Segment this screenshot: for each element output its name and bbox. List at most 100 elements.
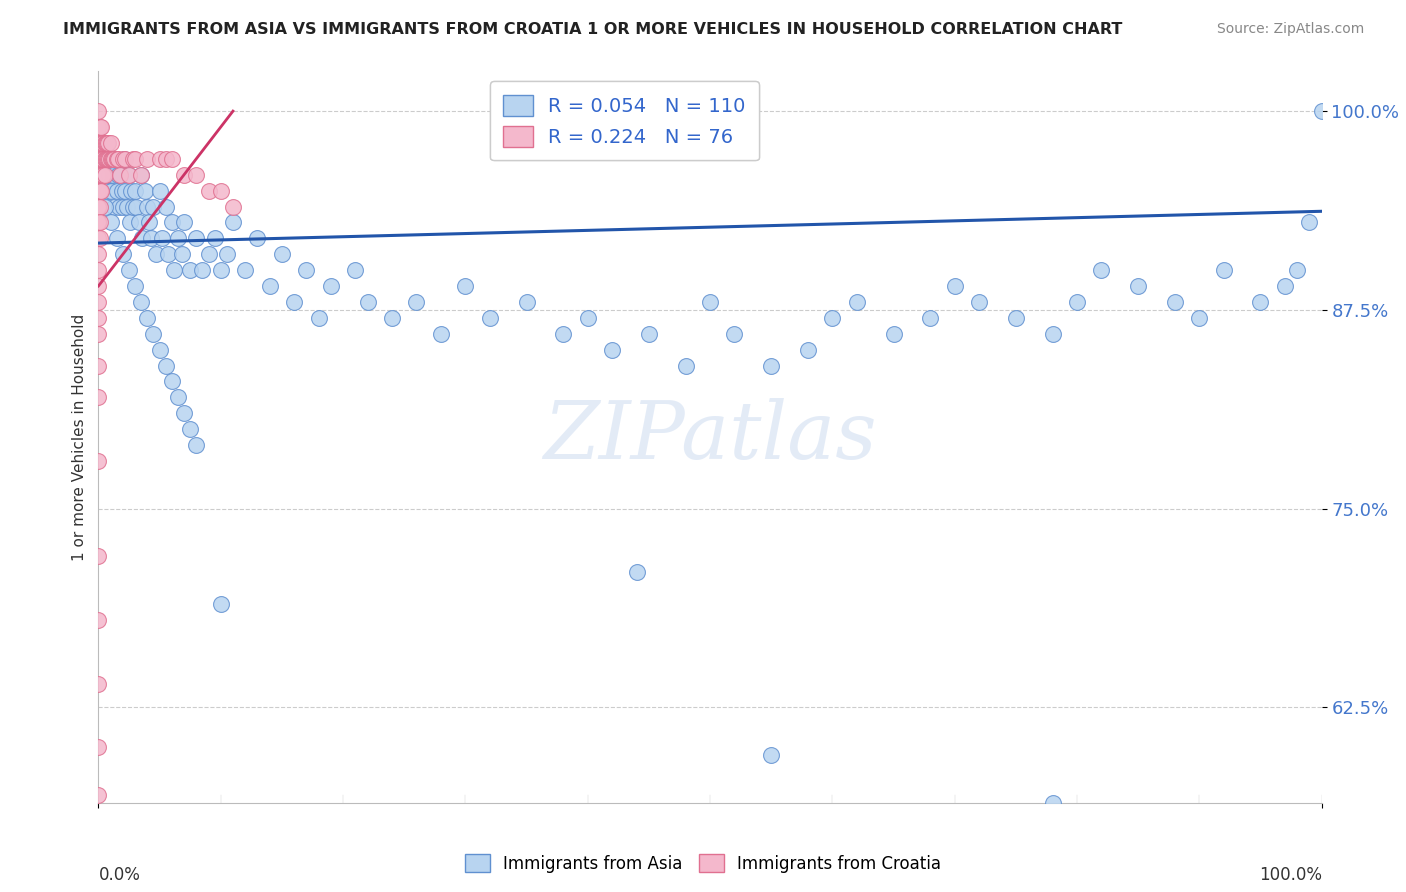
Point (91, 152, 114, 166)
Point (142, 326, 165, 341)
Point (139, 231, 162, 245)
Point (114, 152, 136, 166)
Point (97, 152, 120, 166)
Point (129, 294, 152, 309)
Point (136, 200, 159, 214)
Point (93, 136, 115, 150)
Point (93, 152, 115, 166)
Point (553, 326, 575, 341)
Point (600, 343, 623, 357)
Point (91, 152, 114, 166)
Point (101, 168, 124, 182)
Point (87, 184, 110, 198)
Point (118, 263, 141, 277)
Point (138, 215, 160, 229)
Point (96, 136, 118, 150)
Point (576, 310, 599, 325)
Point (111, 200, 134, 214)
Point (91, 168, 114, 182)
Point (163, 263, 186, 277)
Point (699, 294, 721, 309)
Point (129, 168, 152, 182)
Point (283, 294, 305, 309)
Point (1042, 326, 1064, 341)
Point (186, 168, 208, 182)
Point (170, 247, 193, 261)
Point (761, 359, 783, 373)
Point (179, 263, 201, 277)
Point (89, 136, 111, 150)
Point (98, 168, 121, 182)
Point (87, 247, 110, 261)
Point (87, 454, 110, 468)
Point (197, 247, 219, 261)
Point (157, 247, 180, 261)
Point (160, 375, 183, 389)
Point (87, 359, 110, 373)
Point (107, 152, 129, 166)
Point (134, 184, 156, 198)
Point (943, 279, 966, 293)
Point (101, 152, 124, 166)
Point (222, 200, 245, 214)
Point (626, 566, 648, 580)
Point (454, 279, 477, 293)
Point (105, 231, 128, 245)
Point (107, 168, 129, 182)
Point (105, 152, 128, 166)
Point (173, 215, 195, 229)
Point (308, 310, 330, 325)
Point (179, 422, 201, 436)
Point (270, 247, 294, 261)
Point (1298, 215, 1320, 229)
Point (100, 184, 122, 198)
Point (100, 152, 122, 166)
Point (94, 136, 117, 150)
Point (319, 279, 342, 293)
Text: Source: ZipAtlas.com: Source: ZipAtlas.com (1216, 22, 1364, 37)
Point (821, 310, 844, 325)
Point (120, 215, 142, 229)
Point (430, 326, 453, 341)
Point (155, 152, 177, 166)
Point (124, 184, 146, 198)
Point (515, 294, 537, 309)
Point (87, 200, 110, 214)
Text: ZIPatlas: ZIPatlas (543, 399, 877, 475)
Point (160, 215, 183, 229)
Point (356, 294, 378, 309)
Point (87, 549, 110, 564)
Point (90, 136, 112, 150)
Point (136, 310, 159, 325)
Point (149, 184, 172, 198)
Point (115, 200, 138, 214)
Point (478, 310, 501, 325)
Point (160, 152, 183, 166)
Point (381, 310, 404, 325)
Point (91, 136, 114, 150)
Point (91, 136, 114, 150)
Point (118, 168, 141, 182)
Point (98, 152, 121, 166)
Point (96, 152, 118, 166)
Point (111, 247, 134, 261)
Point (675, 359, 697, 373)
Point (87, 215, 110, 229)
Point (105, 184, 128, 198)
Point (222, 215, 245, 229)
Point (111, 152, 134, 166)
Point (87, 184, 110, 198)
Point (111, 184, 134, 198)
Point (155, 200, 177, 214)
Point (87, 294, 110, 309)
Point (405, 294, 427, 309)
Legend: R = 0.054   N = 110, R = 0.224   N = 76: R = 0.054 N = 110, R = 0.224 N = 76 (489, 81, 759, 161)
Point (108, 200, 131, 214)
Point (344, 263, 367, 277)
Point (89, 200, 111, 214)
Y-axis label: 1 or more Vehicles in Household: 1 or more Vehicles in Household (72, 313, 87, 561)
Point (89, 168, 111, 182)
Point (1212, 263, 1234, 277)
Point (129, 168, 152, 182)
Point (100, 215, 122, 229)
